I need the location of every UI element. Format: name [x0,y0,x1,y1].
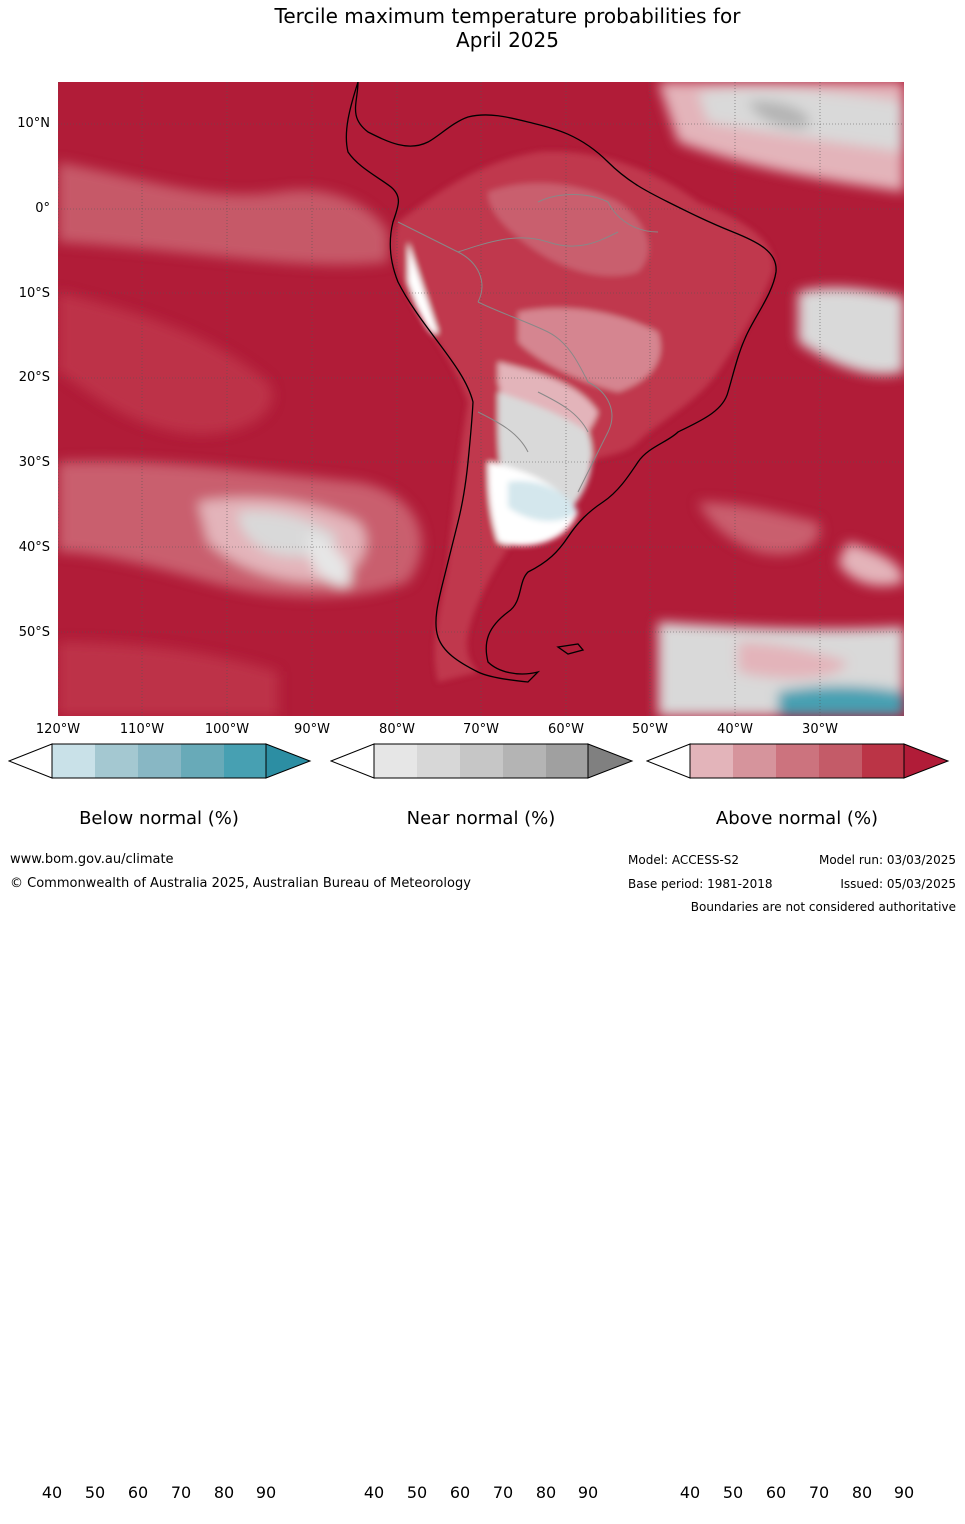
issued-date: Issued: 05/03/2025 [840,877,956,891]
probability-zones [58,82,904,716]
probability-map-svg [58,82,904,716]
longitude-label-120w: 120°W [35,722,81,737]
legend-above-tick-50: 50 [722,1483,744,1502]
latitude-label-10n: 10°N [17,116,50,131]
legend-above-tick-70: 70 [808,1483,830,1502]
latitude-label-20s: 20°S [18,370,50,385]
latitude-label-0: 0° [35,201,50,216]
legend-below-tick-40: 40 [41,1483,63,1502]
longitude-label-70w: 70°W [463,722,499,737]
map-title-line-2: April 2025 [456,28,559,52]
legend-below-tick-70: 70 [170,1483,192,1502]
model-name: Model: ACCESS-S2 [628,853,740,867]
legend-below-normal-colorbar [7,743,312,779]
falkland-islands [556,643,585,655]
legend-near-tick-70: 70 [492,1483,514,1502]
legend-below-tick-60: 60 [127,1483,149,1502]
longitude-label-80w: 80°W [379,722,415,737]
land-probability-zones [394,151,774,682]
longitude-label-100w: 100°W [204,722,250,737]
latitude-label-40s: 40°S [18,540,50,555]
latitude-label-30s: 30°S [18,455,50,470]
country-borders [397,194,659,493]
graticule [58,82,904,716]
probability-map [58,82,904,716]
legend-above-tick-80: 80 [851,1483,873,1502]
longitude-label-30w: 30°W [802,722,838,737]
website-link[interactable]: www.bom.gov.au/climate [10,852,174,867]
legend-above-tick-40: 40 [679,1483,701,1502]
longitude-label-50w: 50°W [632,722,668,737]
legend-above-tick-90: 90 [893,1483,915,1502]
base-period: Base period: 1981-2018 [628,877,773,891]
legend-near-normal-title: Near normal (%) [406,808,556,829]
legend-above-normal-title: Above normal (%) [715,808,879,829]
latitude-label-10s: 10°S [18,286,50,301]
legend-near-tick-40: 40 [363,1483,385,1502]
legend-above-tick-60: 60 [765,1483,787,1502]
legend-near-normal-colorbar [329,743,634,779]
south-america-coastline [345,82,777,683]
boundaries-note: Boundaries are not considered authoritat… [690,900,956,914]
legend-above-normal-colorbar [645,743,950,779]
model-run-date: Model run: 03/03/2025 [818,853,956,867]
copyright-text: © Commonwealth of Australia 2025, Austra… [10,876,471,891]
legend-below-tick-90: 90 [255,1483,277,1502]
longitude-label-110w: 110°W [119,722,165,737]
legend-near-tick-50: 50 [406,1483,428,1502]
map-title: Tercile maximum temperature probabilitie… [0,4,965,52]
longitude-label-60w: 60°W [548,722,584,737]
legend-near-tick-60: 60 [449,1483,471,1502]
latitude-label-50s: 50°S [18,625,50,640]
longitude-label-90w: 90°W [294,722,330,737]
longitude-label-40w: 40°W [717,722,753,737]
legend-below-tick-50: 50 [84,1483,106,1502]
legend-below-tick-80: 80 [213,1483,235,1502]
legend-below-normal-title: Below normal (%) [79,808,239,829]
map-title-line-1: Tercile maximum temperature probabilitie… [274,4,741,28]
legend-near-tick-80: 80 [535,1483,557,1502]
legend-near-tick-90: 90 [577,1483,599,1502]
